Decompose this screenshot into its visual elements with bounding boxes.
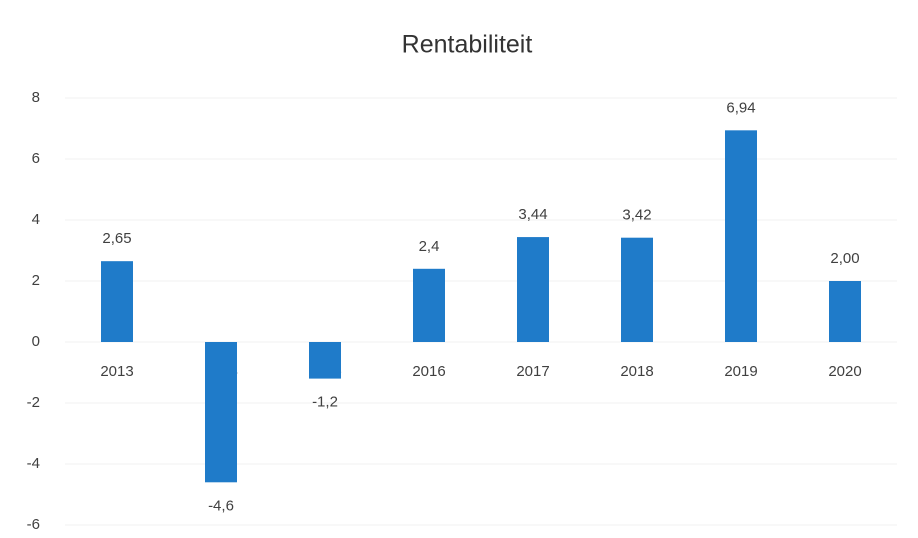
x-tick-label: 2020 <box>828 363 861 380</box>
y-tick-label: 0 <box>32 333 40 350</box>
bar <box>829 281 861 342</box>
data-label: 3,42 <box>622 207 651 224</box>
data-label: 2,4 <box>419 238 440 255</box>
y-tick-label: -2 <box>27 394 40 411</box>
y-tick-label: 4 <box>32 211 40 228</box>
x-tick-label: 2013 <box>100 363 133 380</box>
bar <box>309 342 341 379</box>
bar <box>205 342 237 483</box>
x-tick-label: 2019 <box>724 363 757 380</box>
x-tick-label: 2017 <box>516 363 549 380</box>
bar <box>101 261 133 342</box>
data-label: -1,2 <box>312 394 338 411</box>
bar <box>517 237 549 342</box>
y-tick-label: -6 <box>27 516 40 533</box>
chart-title: Rentabiliteit <box>402 31 533 59</box>
bar <box>413 268 445 342</box>
x-tick-label: 2016 <box>412 363 445 380</box>
y-tick-label: 8 <box>32 89 40 106</box>
data-label: 2,65 <box>102 230 131 247</box>
y-tick-label: -4 <box>27 455 40 472</box>
bar <box>725 130 757 342</box>
x-tick-label: 2018 <box>620 363 653 380</box>
data-label: 3,44 <box>518 206 547 223</box>
y-tick-label: 6 <box>32 150 40 167</box>
data-label: 2,00 <box>830 250 859 267</box>
y-tick-label: 2 <box>32 272 40 289</box>
bar <box>621 237 653 342</box>
data-label: -4,6 <box>208 497 234 514</box>
data-label: 6,94 <box>726 99 755 116</box>
